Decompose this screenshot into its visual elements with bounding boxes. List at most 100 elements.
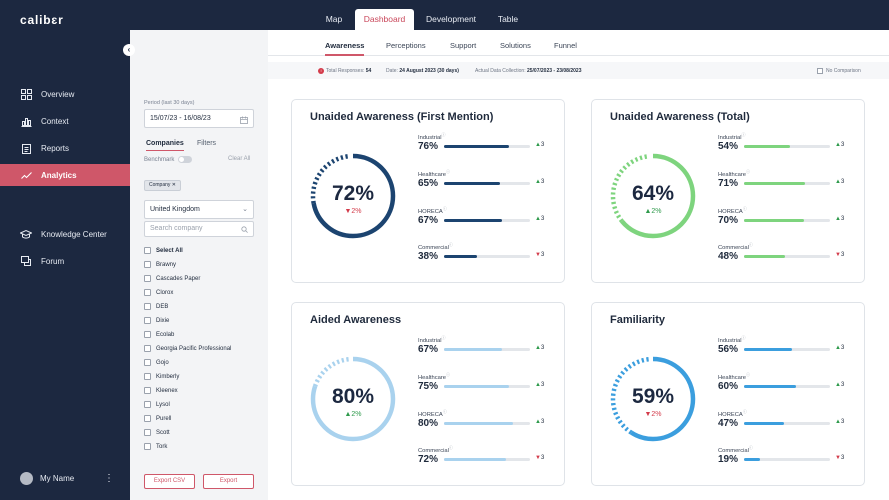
chat-icon [19,254,33,268]
card-title: Unaided Awareness (First Mention) [310,111,494,123]
arrow-up-icon: ▲ [535,142,541,148]
no-comparison-checkbox[interactable]: No Comparison [817,68,861,74]
gauge-delta: ▼2% [344,208,362,215]
sidebar-item-label: Knowledge Center [41,229,107,239]
info-icon: ⓘ [746,169,751,174]
sidebar-item-reports[interactable]: Reports [0,137,130,159]
tab-perceptions[interactable]: Perceptions [386,41,426,50]
segment-bar-track [744,182,830,185]
tab-solutions[interactable]: Solutions [500,41,531,50]
segment-change: ▲3 [535,142,545,148]
company-checkbox[interactable]: Tork [144,443,167,450]
company-filter-chip[interactable]: Company ✕ [144,180,181,191]
close-icon[interactable]: ✕ [171,182,176,188]
sidebar-item-label: Analytics [41,170,77,180]
company-checkbox[interactable]: Kleenex [144,387,178,394]
segment-row: Healthcareⓘ 71% ▲3 [718,169,858,199]
card-title: Aided Awareness [310,314,402,326]
tab-awareness[interactable]: Awareness [325,41,365,56]
segment-category: Healthcareⓘ [418,372,451,381]
segment-value: 56% [718,344,739,355]
segment-bar-fill [444,145,510,148]
company-checkbox[interactable]: Brawny [144,261,176,268]
segment-value: 47% [718,418,739,429]
caliber-logo[interactable]: calibɛr [20,13,64,27]
company-checkbox[interactable]: Ecolab [144,331,174,338]
sidebar-item-context[interactable]: Context [0,110,130,132]
segment-change: ▲3 [535,179,545,185]
segment-bar-track [444,255,530,258]
gauge-value: 80% [331,385,375,408]
segment-bar-fill [444,219,502,222]
period-date-field[interactable]: 15/07/23 - 16/08/23 [144,109,254,128]
company-checkbox[interactable]: Georgia Pacific Professional [144,345,231,352]
tab-companies[interactable]: Companies [146,140,184,151]
company-checkbox[interactable]: Dixie [144,317,169,324]
gauge-value: 64% [631,182,675,205]
company-checkbox[interactable]: Scott [144,429,170,436]
select-all-checkbox[interactable]: Select All [144,247,183,254]
tab-map[interactable]: Map [325,14,343,24]
segment-category: Healthcareⓘ [718,372,751,381]
segment-bar-fill [444,422,513,425]
collapse-sidebar-icon[interactable]: ‹ [123,44,135,56]
country-select[interactable]: United Kingdom ⌄ [144,200,254,219]
company-checkbox[interactable]: Gojo [144,359,169,366]
company-checkbox[interactable]: Kimberly [144,373,179,380]
segment-value: 67% [418,344,439,355]
segment-change: ▲3 [835,216,845,222]
segment-bar-fill [444,385,509,388]
tab-filters[interactable]: Filters [197,140,217,147]
segment-row: Healthcareⓘ 60% ▲3 [718,372,858,402]
info-icon: ⓘ [741,335,746,340]
tab-table[interactable]: Table [497,14,519,24]
user-profile[interactable]: My Name ⋮ [20,472,114,485]
segment-bar-fill [444,348,502,351]
clear-all-link[interactable]: Clear All [228,156,251,162]
tab-dashboard[interactable]: Dashboard [355,9,414,30]
segment-bar-track [744,145,830,148]
company-checkbox[interactable]: Purell [144,415,171,422]
arrow-up-icon: ▲ [535,179,541,185]
info-icon: ⓘ [448,445,453,450]
segment-row: Commercialⓘ 72% ▼3 [418,445,558,475]
country-value: United Kingdom [150,206,200,213]
search-placeholder: Search company [150,225,203,232]
export-button[interactable]: Export [203,474,254,489]
segment-change: ▲3 [535,345,545,351]
arrow-down-icon: ▼ [835,252,841,258]
company-checkbox[interactable]: Clorox [144,289,173,296]
segment-bar-fill [444,255,477,258]
search-company-input[interactable]: Search company [144,221,254,237]
card-familiarity: Familiarity 59% ▼2% Industrialⓘ 56% ▲3 H… [591,302,865,486]
sidebar-item-forum[interactable]: Forum [0,250,130,272]
segment-change: ▲3 [835,142,845,148]
company-checkbox[interactable]: Lysol [144,401,170,408]
more-options-icon[interactable]: ⋮ [104,473,114,484]
sidebar-item-overview[interactable]: Overview [0,83,130,105]
info-icon: ⓘ [748,242,753,247]
segment-bar-fill [444,458,506,461]
segment-bar-track [744,385,830,388]
arrow-up-icon: ▲ [835,179,841,185]
segment-category: HORECAⓘ [718,409,747,418]
segment-change: ▲3 [535,419,545,425]
benchmark-toggle[interactable] [178,156,193,163]
company-checkbox[interactable]: DEB [144,303,168,310]
segment-row: Industrialⓘ 67% ▲3 [418,335,558,365]
search-icon [241,225,248,239]
sidebar-item-analytics[interactable]: Analytics [0,164,130,186]
export-csv-button[interactable]: Export CSV [144,474,195,489]
company-checkbox[interactable]: Cascades Paper [144,275,200,282]
tab-support[interactable]: Support [450,41,477,50]
sidebar-item-knowledge-center[interactable]: Knowledge Center [0,223,130,245]
segment-change: ▼3 [835,252,845,258]
arrow-up-icon: ▲ [535,419,541,425]
info-icon: ⓘ [446,372,451,377]
segment-bar-track [444,348,530,351]
tab-development[interactable]: Development [425,14,477,24]
benchmark-toggle-row: Benchmark [144,156,193,163]
segment-value: 54% [718,141,739,152]
tab-funnel[interactable]: Funnel [554,41,577,50]
segment-category: Industrialⓘ [718,132,746,141]
